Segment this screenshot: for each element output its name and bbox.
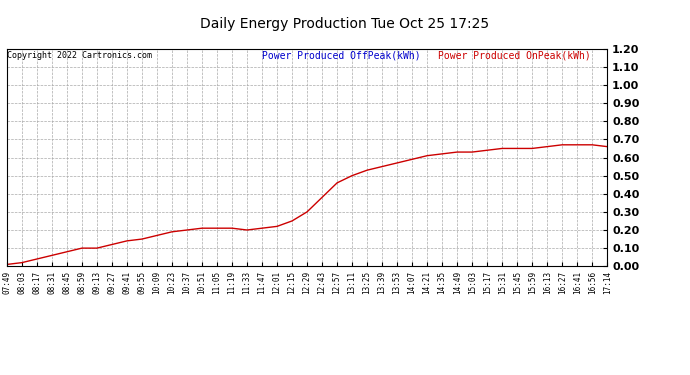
Text: Power Produced OnPeak(kWh): Power Produced OnPeak(kWh) — [438, 51, 591, 61]
Text: Power Produced OffPeak(kWh): Power Produced OffPeak(kWh) — [262, 51, 421, 61]
Text: Daily Energy Production Tue Oct 25 17:25: Daily Energy Production Tue Oct 25 17:25 — [200, 17, 490, 31]
Text: Copyright 2022 Cartronics.com: Copyright 2022 Cartronics.com — [7, 51, 152, 60]
